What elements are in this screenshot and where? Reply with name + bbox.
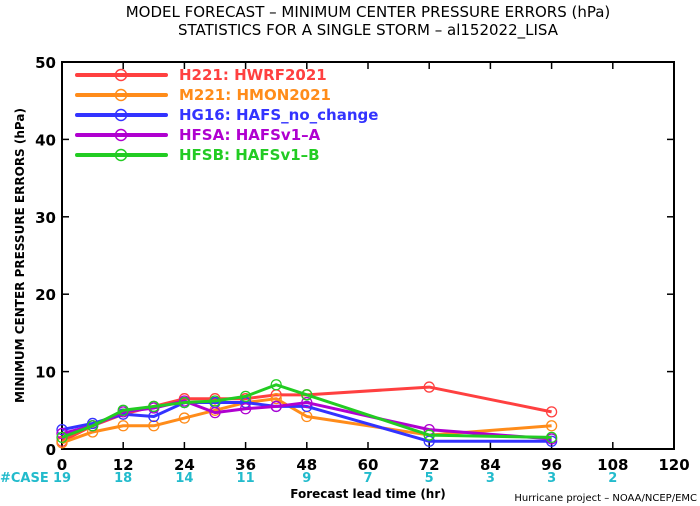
y-tick-label: 10 [35, 364, 56, 382]
data-point [423, 381, 435, 393]
data-point [423, 429, 435, 441]
legend-label: HFSA: HAFSv1–A [179, 126, 321, 144]
y-tick-label: 0 [46, 441, 56, 459]
data-point [301, 389, 313, 401]
x-tick-label: 12 [113, 456, 134, 474]
data-point [209, 406, 221, 419]
y-tick-label: 50 [35, 54, 56, 72]
x-tick-label: 120 [658, 456, 689, 474]
case-count: 9 [302, 471, 311, 486]
data-point [56, 437, 68, 449]
x-tick-label: 36 [235, 456, 256, 474]
data-point [270, 393, 282, 405]
legend: H221: HWRF2021 M221: HMON2021 HG16: HAFS_n… [75, 66, 378, 164]
case-count: 11 [237, 471, 255, 486]
data-point [117, 404, 129, 416]
case-count: 19 [53, 471, 71, 486]
x-axis-ticks: 0 12 24 36 48 60 72 84 96 108 120 [57, 62, 690, 474]
legend-marker [114, 88, 128, 102]
y-tick-label: 30 [35, 209, 56, 227]
credit-text: Hurricane project – NOAA/NCEP/EMC [514, 493, 697, 504]
chart-subtitle: STATISTICS FOR A SINGLE STORM – al152022… [178, 21, 559, 40]
data-series [56, 379, 558, 449]
x-tick-label: 72 [419, 456, 440, 474]
case-count: 18 [114, 471, 132, 486]
data-point [56, 431, 68, 444]
data-point [209, 395, 221, 407]
series-line [61, 397, 552, 445]
data-point [545, 406, 558, 418]
data-point [148, 420, 160, 432]
data-point [86, 420, 99, 432]
case-count: 7 [363, 471, 372, 486]
x-tick-label: 48 [296, 456, 317, 474]
data-point [178, 412, 191, 424]
data-point [56, 427, 68, 440]
legend-marker [114, 68, 128, 82]
data-point [148, 400, 160, 413]
legend-marker [114, 148, 128, 162]
legend-label: HFSB: HAFSv1–B [179, 146, 320, 164]
x-tick-label: 0 [57, 456, 67, 474]
x-tick-label: 96 [541, 456, 562, 474]
y-axis-ticks: 0 10 20 30 40 50 [35, 54, 674, 459]
legend-label: M221: HMON2021 [179, 86, 331, 104]
case-counts: #CASE 19 18 14 11 9 7 5 3 3 2 [0, 471, 617, 486]
x-axis-label: Forecast lead time (hr) [290, 487, 446, 501]
data-point [270, 379, 282, 391]
data-point [301, 396, 313, 409]
chart-title: MODEL FORECAST – MINIMUM CENTER PRESSURE… [126, 3, 611, 21]
case-label: #CASE [0, 471, 49, 486]
data-point [239, 403, 252, 415]
y-axis-label: MINIMUM CENTER PRESSURE ERRORS (hPa) [13, 108, 27, 403]
legend-marker [114, 128, 128, 142]
y-tick-label: 40 [35, 131, 56, 149]
case-count: 3 [486, 471, 495, 486]
data-point [178, 396, 191, 409]
x-tick-label: 24 [174, 456, 195, 474]
data-point [545, 420, 558, 432]
legend-marker [114, 108, 128, 122]
data-point [56, 423, 68, 436]
series-line [61, 383, 552, 439]
data-point [270, 400, 282, 413]
legend-label: H221: HWRF2021 [179, 66, 327, 84]
y-tick-label: 20 [35, 286, 56, 304]
case-count: 2 [608, 471, 617, 486]
case-count: 3 [547, 471, 556, 486]
legend-label: HG16: HAFS_no_change [179, 106, 378, 124]
case-count: 14 [175, 471, 193, 486]
data-point [117, 420, 129, 432]
data-point [239, 390, 252, 403]
x-tick-label: 84 [480, 456, 501, 474]
x-tick-label: 108 [597, 456, 628, 474]
x-tick-label: 60 [358, 456, 379, 474]
data-point [545, 431, 558, 444]
case-count: 5 [425, 471, 434, 486]
